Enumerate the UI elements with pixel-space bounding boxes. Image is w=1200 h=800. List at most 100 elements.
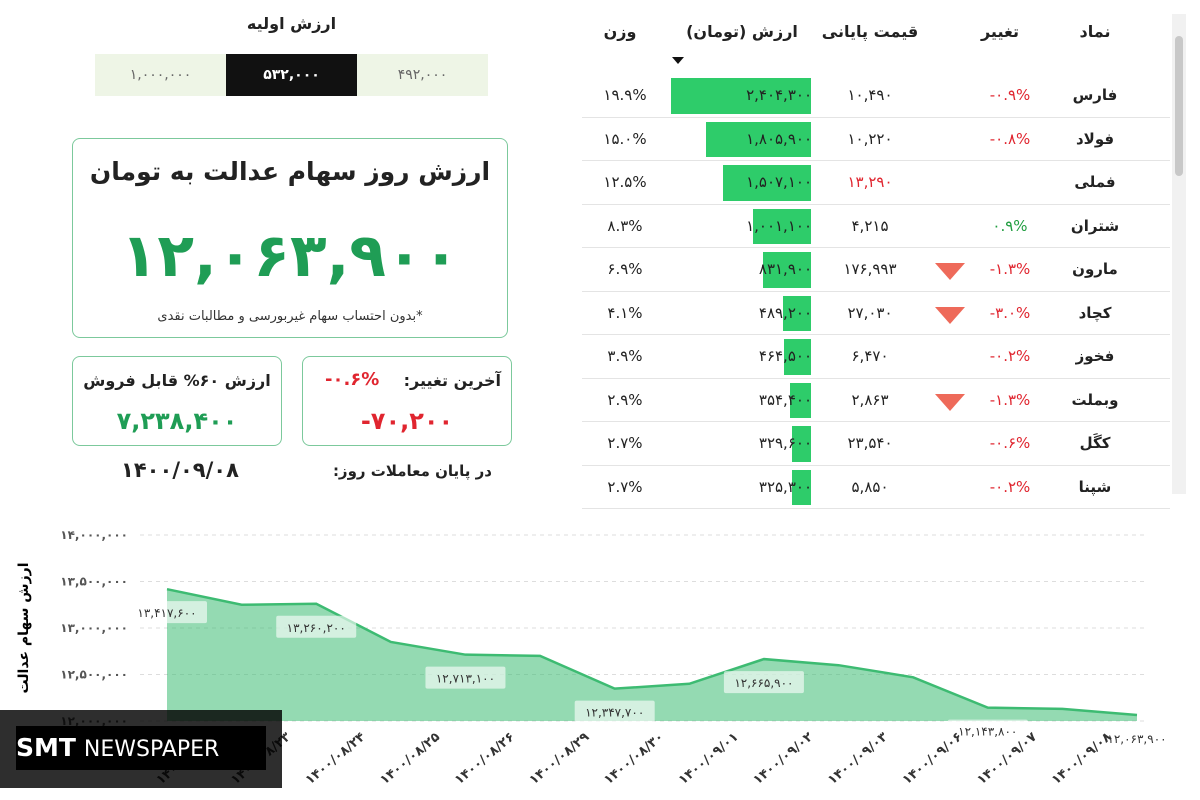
change: -۰.۹%: [989, 86, 1031, 104]
alert-arrow: [935, 306, 965, 324]
y-tick-label: ۱۲,۵۰۰,۰۰۰: [60, 668, 128, 682]
value-bar: [792, 469, 811, 505]
sellable-title: ارزش ۶۰% قابل فروش: [83, 371, 271, 390]
column-header[interactable]: تغییر: [980, 22, 1020, 41]
x-tick-label: ۱۴۰۰/۰۹/۰۱: [676, 730, 742, 788]
price: ۲۷,۰۳۰: [847, 303, 893, 322]
change: -۰.۲%: [989, 477, 1031, 496]
x-tick-label: ۱۴۰۰/۰۹/۰۶: [900, 730, 966, 788]
value: ۳۲۹,۶۰۰: [758, 434, 812, 452]
line: [166, 587, 1138, 717]
price: ۱۷۶,۹۹۳: [843, 260, 897, 278]
value-bar: [671, 78, 811, 114]
sellable-card: ارزش ۶۰% قابل فروش ۷,۲۳۸,۴۰۰: [72, 356, 282, 446]
row-border: [582, 421, 1170, 422]
symbol: کچاد: [1078, 303, 1112, 322]
logo: SMT NEWSPAPER: [16, 726, 266, 770]
x-tick-label: ۱۴۰۰/۰۸/۲۶: [452, 730, 518, 788]
x-tick-label: ۱۴۰۰/۰۸/۲۹: [527, 730, 593, 788]
value-bar: [783, 339, 811, 375]
alert-arrow: [935, 263, 965, 280]
value: ۴۶۴,۵۰۰: [758, 347, 812, 365]
price: ۶,۴۷۰: [851, 347, 889, 365]
change-card: آخرین تغییر: -۰.۶% -۷۰,۲۰۰: [302, 356, 512, 446]
value-label: ۱۳,۲۶۰,۲۰۰: [287, 621, 346, 635]
value-label: ۱۲,۶۶۵,۹۰۰: [734, 676, 793, 690]
symbol: فخوز: [1075, 347, 1115, 365]
change: -۰.۶%: [989, 434, 1031, 452]
change: -۰.۲%: [989, 347, 1031, 365]
y-tick-label: ۱۴,۰۰۰,۰۰۰: [60, 528, 128, 542]
change: -۱.۳%: [989, 260, 1031, 278]
value-label-bg: [574, 700, 655, 723]
value-label: ۱۳,۴۱۷,۶۰۰: [137, 606, 196, 620]
value-label: ۱۲,۱۴۳,۸۰۰: [958, 725, 1017, 739]
symbol: مارون: [1072, 260, 1118, 278]
value: ۸۳۱,۹۰۰: [758, 260, 812, 278]
price: ۱۰,۲۲۰: [847, 129, 893, 148]
scrollbar-thumb: [1175, 36, 1183, 176]
option-button[interactable]: ۱,۰۰۰,۰۰۰: [95, 54, 226, 96]
value-bar: [791, 426, 811, 462]
value-label-bg: [425, 666, 506, 689]
x-tick-label: ۱۴۰۰/۰۹/۰۳: [825, 730, 891, 788]
value-bar: [705, 121, 811, 157]
value: ۳۵۴,۴۰۰: [758, 390, 812, 409]
column-header[interactable]: قیمت پایانی: [821, 22, 919, 41]
row-border: [582, 377, 1170, 379]
price: ۵,۸۵۰: [851, 477, 889, 496]
symbol: فملی: [1074, 173, 1116, 191]
value: ۱,۸۰۵,۹۰۰: [746, 129, 812, 148]
column-header[interactable]: ارزش (تومان): [686, 22, 798, 41]
row-border: [582, 508, 1170, 509]
weight: ۲.۷%: [607, 477, 643, 496]
sellable-value: ۷,۲۳۸,۴۰۰: [116, 407, 238, 435]
option-button[interactable]: ۵۳۲,۰۰۰: [226, 54, 357, 96]
weight: ۸.۳%: [607, 216, 643, 235]
option-button[interactable]: ۴۹۲,۰۰۰: [357, 54, 488, 96]
value: ۳۲۵,۳۰۰: [758, 477, 812, 496]
change-value: -۷۰,۲۰۰: [360, 407, 454, 435]
symbol: فولاد: [1075, 129, 1115, 148]
price: ۲۳,۵۴۰: [847, 434, 893, 452]
y-axis-label: ارزش سهام عدالت: [16, 562, 32, 693]
value-label: ۱۲,۳۴۷,۷۰۰: [585, 706, 644, 720]
alert-arrow: [935, 393, 965, 411]
weight: ۱۵.۰%: [603, 129, 647, 148]
summary-title: ارزش روز سهام عدالت به تومان: [89, 157, 491, 186]
column-header[interactable]: وزن: [603, 22, 637, 41]
row-border: [582, 160, 1170, 161]
symbol: فارس: [1072, 86, 1118, 104]
column-header[interactable]: نماد: [1079, 22, 1111, 41]
symbol: شتران: [1070, 216, 1120, 235]
row-border: [582, 116, 1170, 118]
change: ۰.۹%: [992, 216, 1028, 235]
value-label: ۱۲,۷۱۳,۱۰۰: [436, 672, 495, 686]
y-tick-label: ۱۳,۵۰۰,۰۰۰: [60, 575, 128, 589]
logo-bold: SMT: [16, 733, 76, 762]
logo-box: SMT NEWSPAPER: [0, 710, 282, 788]
weight: ۲.۹%: [607, 390, 643, 409]
symbol: وبملت: [1071, 390, 1119, 409]
value-label-bg: [947, 719, 1028, 742]
weight: ۴.۱%: [607, 303, 643, 322]
weight: ۱۲.۵%: [603, 173, 647, 191]
y-tick-label: ۱۳,۰۰۰,۰۰۰: [60, 621, 128, 635]
value-label-bg: [276, 615, 357, 638]
row-border: [582, 247, 1170, 248]
row-border: [582, 203, 1170, 205]
price: ۱۳,۲۹۰: [847, 173, 893, 191]
date-label: در پایان معاملات روز:: [332, 462, 492, 480]
weight: ۶.۹%: [607, 260, 643, 278]
row-border: [582, 464, 1170, 466]
weight: ۳.۹%: [607, 347, 643, 365]
scrollbar: [1172, 14, 1186, 494]
value: ۱,۵۰۷,۱۰۰: [746, 173, 812, 191]
area: [167, 589, 1137, 721]
sort-arrow: [672, 57, 684, 64]
x-tick-label: ۱۴۰۰/۰۸/۲۴: [303, 730, 369, 788]
change-percent: -۰.۶%: [325, 369, 380, 390]
value: ۴۸۹,۲۰۰: [758, 303, 812, 322]
weight: ۱۹.۹%: [603, 86, 647, 104]
